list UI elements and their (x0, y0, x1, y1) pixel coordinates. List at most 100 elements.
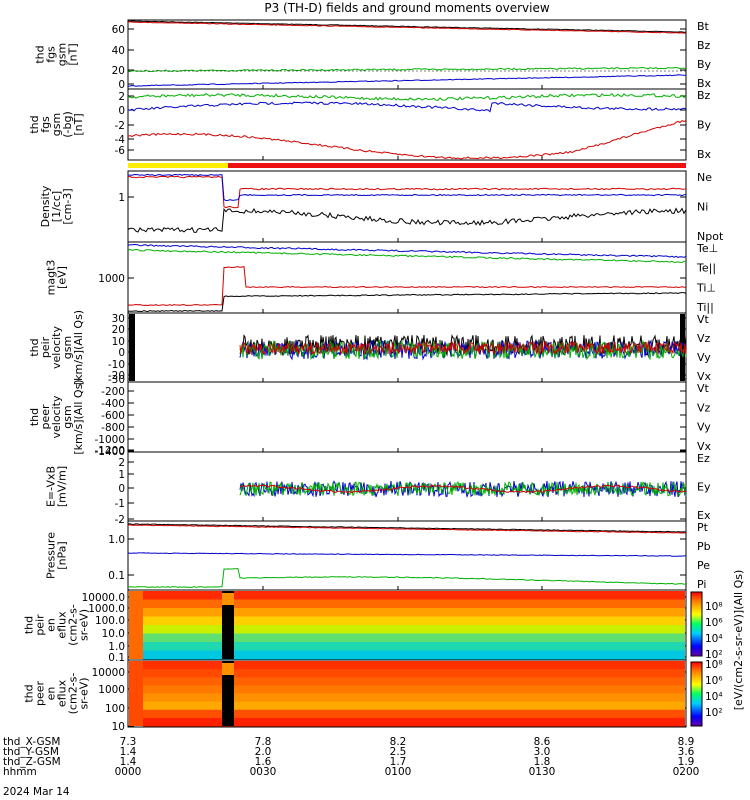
y-label: eflux (56, 611, 69, 639)
spectrogram-band (129, 661, 143, 726)
colorbar-tick: 10⁴ (705, 633, 723, 645)
plot-title: P3 (TH-D) fields and ground moments over… (264, 1, 549, 15)
legend-Bt: Bt (697, 20, 710, 33)
colorbar: 10⁸10⁶10⁴10²10⁸10⁶10⁴10²[eV/(cm2-s-sr-eV… (690, 570, 745, 727)
panel-density: Density[1/cc][cm-3] 1 Ne Ni Npot (39, 170, 724, 243)
trace-By (127, 66, 687, 73)
spectrogram-band (143, 625, 685, 634)
trace-Pt (127, 523, 687, 533)
tick-label: 2 (118, 457, 125, 469)
status-bars (128, 163, 686, 168)
y-label: gsm (50, 113, 63, 136)
trace-Ne (127, 175, 686, 209)
tick-label: 1.0 (108, 641, 125, 653)
y-label: thd (28, 338, 41, 356)
legend-Vt: Vt (697, 313, 710, 326)
tick-label: 0 (118, 483, 125, 495)
legend-Ey: Ey (697, 481, 711, 494)
spectrogram-band (222, 593, 234, 605)
trace-Ez (239, 484, 687, 494)
legend-Ez: Ez (697, 452, 710, 465)
spectrogram-band (143, 616, 685, 626)
tick-label: -1200 (94, 445, 125, 457)
y-label: peir (39, 336, 52, 358)
trace-Bx2 (127, 101, 687, 113)
y-label: Pressure (45, 532, 58, 579)
spectrogram-band (143, 633, 685, 643)
colorbar-tick: 10⁸ (705, 659, 723, 671)
legend-Pt: Pt (697, 521, 709, 534)
tick-label: -4 (115, 134, 126, 146)
tick-label: -10 (108, 359, 125, 371)
trace-Bx (127, 74, 687, 87)
colorbar-label: [eV/(cm2-s-sr-eV)](All Qs) (732, 570, 745, 711)
tick-label: 0.1 (108, 652, 125, 664)
y-label: peir (34, 614, 47, 636)
colorbar-top (690, 591, 703, 657)
legend-Pi: Pi (697, 578, 706, 591)
tick-label: 1 (118, 469, 125, 481)
y-label: thd (28, 408, 41, 426)
x-row-name: thd_Z-GSM (3, 756, 61, 768)
y-label: en (45, 618, 58, 632)
trace-Ti-perp (127, 243, 687, 258)
x-tick-label: 8.6 (534, 736, 551, 748)
legend-Vy: Vy (697, 351, 711, 364)
trace-Pi (127, 552, 686, 557)
spectrogram-band (143, 650, 685, 660)
tick-label: -800 (101, 422, 125, 434)
x-tick-label: 0200 (673, 766, 700, 778)
y-label: fgs (39, 116, 52, 133)
spectrogram-band (222, 663, 234, 675)
tick-label: -1 (115, 498, 125, 510)
tick-label: -1400 (94, 446, 125, 458)
y-label: eflux (56, 679, 69, 707)
x-tick-label: 0000 (115, 766, 142, 778)
spectrogram-band (143, 685, 685, 694)
tick-label: -1000 (94, 434, 125, 446)
trace-Pe (127, 568, 687, 588)
x-row-name: thd_X-GSM (3, 736, 60, 748)
status-bar-yellow (128, 163, 228, 168)
legend-Ne: Ne (697, 171, 712, 184)
y-label: [nT] (67, 43, 80, 65)
colorbar-tick: 10⁸ (705, 601, 723, 613)
tick-label: 40 (112, 45, 125, 57)
tick-label: -600 (101, 410, 125, 422)
trace-Bz (127, 21, 686, 34)
legend-Ti⊥: Ti⊥ (696, 281, 716, 294)
legend-Bz: Bz (697, 89, 711, 102)
legend-By: By (697, 58, 712, 71)
spectrogram-band (143, 709, 685, 719)
legend-Te⊥: Te⊥ (696, 242, 718, 255)
legend-Vx: Vx (697, 440, 712, 453)
tick-label: 0 (118, 79, 125, 91)
x-tick-label: 3.0 (534, 746, 551, 758)
tick-label: 0 (118, 347, 125, 359)
spectrogram-band (143, 717, 685, 727)
y-label: thd (23, 684, 36, 702)
tick-label: -6 (115, 145, 126, 157)
tick-label: 100.0 (95, 615, 125, 627)
y-label: (cm2-s- (67, 604, 80, 646)
tick-label: 10.0 (102, 628, 125, 640)
y-label: [1/cc] (50, 191, 63, 222)
tick-label: -200 (101, 386, 125, 398)
x-tick-label: 0130 (529, 766, 556, 778)
x-row-name: thd_Y-GSM (3, 746, 59, 758)
x-tick-label: 2.0 (255, 746, 272, 758)
x-tick-label: 0100 (385, 766, 412, 778)
trace-Npot (128, 173, 687, 202)
x-tick-label: 8.2 (390, 736, 407, 748)
spectrogram-band (143, 701, 685, 711)
y-label: [nT] (72, 113, 85, 135)
tick-label: 1000 (98, 273, 125, 285)
tick-label: -2 (115, 120, 125, 132)
spectrogram-band (143, 693, 685, 703)
y-label: [nPa] (56, 541, 69, 569)
